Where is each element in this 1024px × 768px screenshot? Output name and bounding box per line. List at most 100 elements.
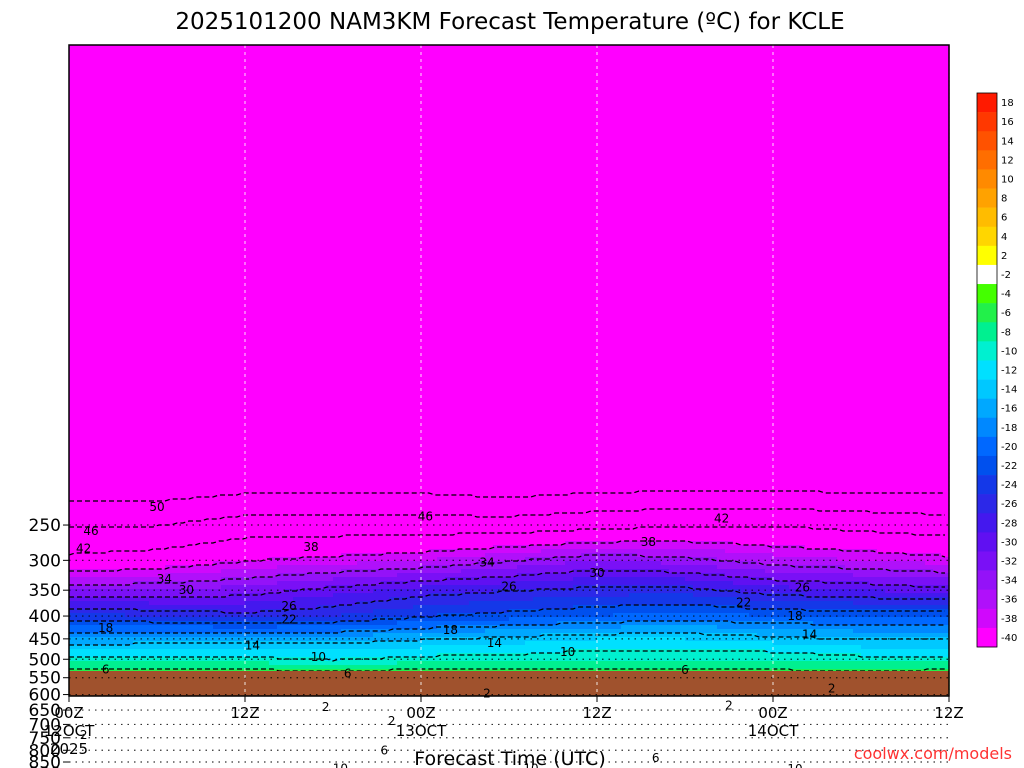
- colorbar-label: -26: [1001, 499, 1017, 510]
- contour-label: 2: [828, 682, 836, 696]
- colorbar-label: -20: [1001, 442, 1017, 453]
- contour-line-minus46: [69, 508, 945, 528]
- colorbar-swatch: [977, 188, 997, 208]
- colorbar-swatch: [977, 513, 997, 533]
- colorbar-label: 4: [1001, 232, 1007, 243]
- contour-label: 10: [333, 762, 348, 768]
- y-tick-label: 700: [29, 715, 61, 735]
- contour-label: 30: [589, 566, 604, 580]
- x-axis-title: Forecast Time (UTC): [414, 748, 605, 768]
- contour-label: 2: [483, 686, 491, 700]
- y-tick-label: 900: [29, 764, 61, 768]
- contour-label: 2: [725, 699, 733, 713]
- contour-line-minus50: [69, 490, 945, 502]
- colorbar-swatch: [977, 379, 997, 399]
- colorbar-swatch: [977, 131, 997, 151]
- colorbar-label: -38: [1001, 614, 1017, 625]
- contour-label: 26: [795, 580, 810, 594]
- contour-label: 2: [80, 728, 88, 742]
- colorbar-label: -12: [1001, 366, 1017, 377]
- x-tick-label: 00Z: [758, 704, 787, 722]
- contour-label: 30: [179, 583, 194, 597]
- contour-label: 22: [281, 612, 296, 626]
- contour-line-minus18: [69, 620, 945, 634]
- colorbar-label: -28: [1001, 518, 1017, 529]
- colorbar-label: 2: [1001, 251, 1007, 262]
- y-tick-label: 450: [29, 630, 61, 650]
- contour-line-minus34: [69, 554, 945, 586]
- colorbar-label: -24: [1001, 480, 1017, 491]
- contour-line-minus14: [69, 632, 945, 646]
- colorbar-swatch: [977, 455, 997, 476]
- y-tick-label: 850: [29, 753, 61, 768]
- colorbar-swatch: [977, 398, 997, 419]
- colorbar-label: -8: [1001, 327, 1011, 338]
- y-tick-label: 800: [29, 741, 61, 761]
- contour-line-minus42: [68, 526, 945, 556]
- colorbar-swatch: [977, 627, 997, 648]
- colorbar-label: 10: [1001, 174, 1014, 185]
- colorbar-label: 12: [1001, 155, 1014, 166]
- colorbar-label: -14: [1001, 385, 1017, 396]
- colorbar-label: -2: [1001, 270, 1011, 281]
- y-tick-label: 350: [29, 581, 61, 601]
- y-axis: 250 300 350 400 4505005506006507007508008509…: [29, 516, 69, 768]
- colorbar-label: -36: [1001, 595, 1017, 606]
- contour-label: 26: [281, 599, 296, 613]
- colorbar-swatch: [977, 207, 997, 228]
- below-ground-band: [69, 671, 949, 696]
- credit-text: coolwx.com/models: [854, 744, 1012, 763]
- colorbar-label: -18: [1001, 423, 1017, 434]
- contour-label: 6: [681, 663, 689, 677]
- colorbar-swatch: [977, 150, 997, 170]
- contour-label: 14: [487, 636, 502, 650]
- colorbar-swatch: [977, 322, 997, 342]
- colorbar-label: 6: [1001, 213, 1007, 224]
- contour-label: 18: [787, 609, 802, 623]
- y-tick-label: 550: [29, 669, 61, 689]
- contour-label: 18: [98, 621, 113, 635]
- colorbar-label: -22: [1001, 461, 1017, 472]
- contour-label: 18: [443, 623, 458, 637]
- colorbar-swatch: [977, 284, 997, 304]
- colorbar-label: -40: [1001, 633, 1017, 644]
- contour-label: 10: [787, 762, 802, 768]
- colorbar-label: -10: [1001, 346, 1017, 357]
- colorbar-swatch: [977, 112, 997, 132]
- y-tick-label: 750: [29, 729, 61, 749]
- contour-label: 34: [157, 572, 172, 586]
- contour-label: 14: [802, 628, 817, 642]
- colorbar-swatch: [977, 436, 997, 457]
- contour-label: 46: [83, 524, 98, 538]
- colorbar-label: 18: [1001, 98, 1014, 109]
- contour-label: 14: [245, 639, 260, 653]
- temperature-field: [69, 45, 950, 698]
- colorbar-swatch: [977, 570, 997, 590]
- contour-label: 6: [344, 666, 352, 680]
- contour-label: 10: [523, 761, 538, 768]
- colorbar-swatch: [977, 589, 997, 610]
- colorbar-swatch: [977, 226, 997, 247]
- contour-label: 42: [76, 541, 91, 555]
- chart-title: 2025101200 NAM3KM Forecast Temperature (…: [175, 9, 844, 35]
- colorbar-label: -34: [1001, 576, 1017, 587]
- colorbar-swatch: [977, 551, 997, 571]
- contour-line-minus10: [69, 650, 945, 662]
- contour-label: 6: [102, 662, 110, 676]
- colorbar-label: 14: [1001, 136, 1014, 147]
- contour-label: 46: [418, 509, 433, 523]
- colorbar-swatch: [977, 475, 997, 495]
- colorbar-swatch: [977, 245, 997, 266]
- colorbar-swatch: [977, 532, 997, 552]
- y-tick-label: 600: [29, 686, 61, 706]
- contour-label: 10: [560, 645, 575, 659]
- contour-line-minus30: [69, 568, 945, 598]
- contour-line-minus26: [69, 586, 945, 614]
- colorbar-swatch: [977, 264, 997, 285]
- contour-label: 50: [149, 500, 164, 514]
- plot-frame: [68, 44, 950, 697]
- contour-label: 38: [303, 540, 318, 554]
